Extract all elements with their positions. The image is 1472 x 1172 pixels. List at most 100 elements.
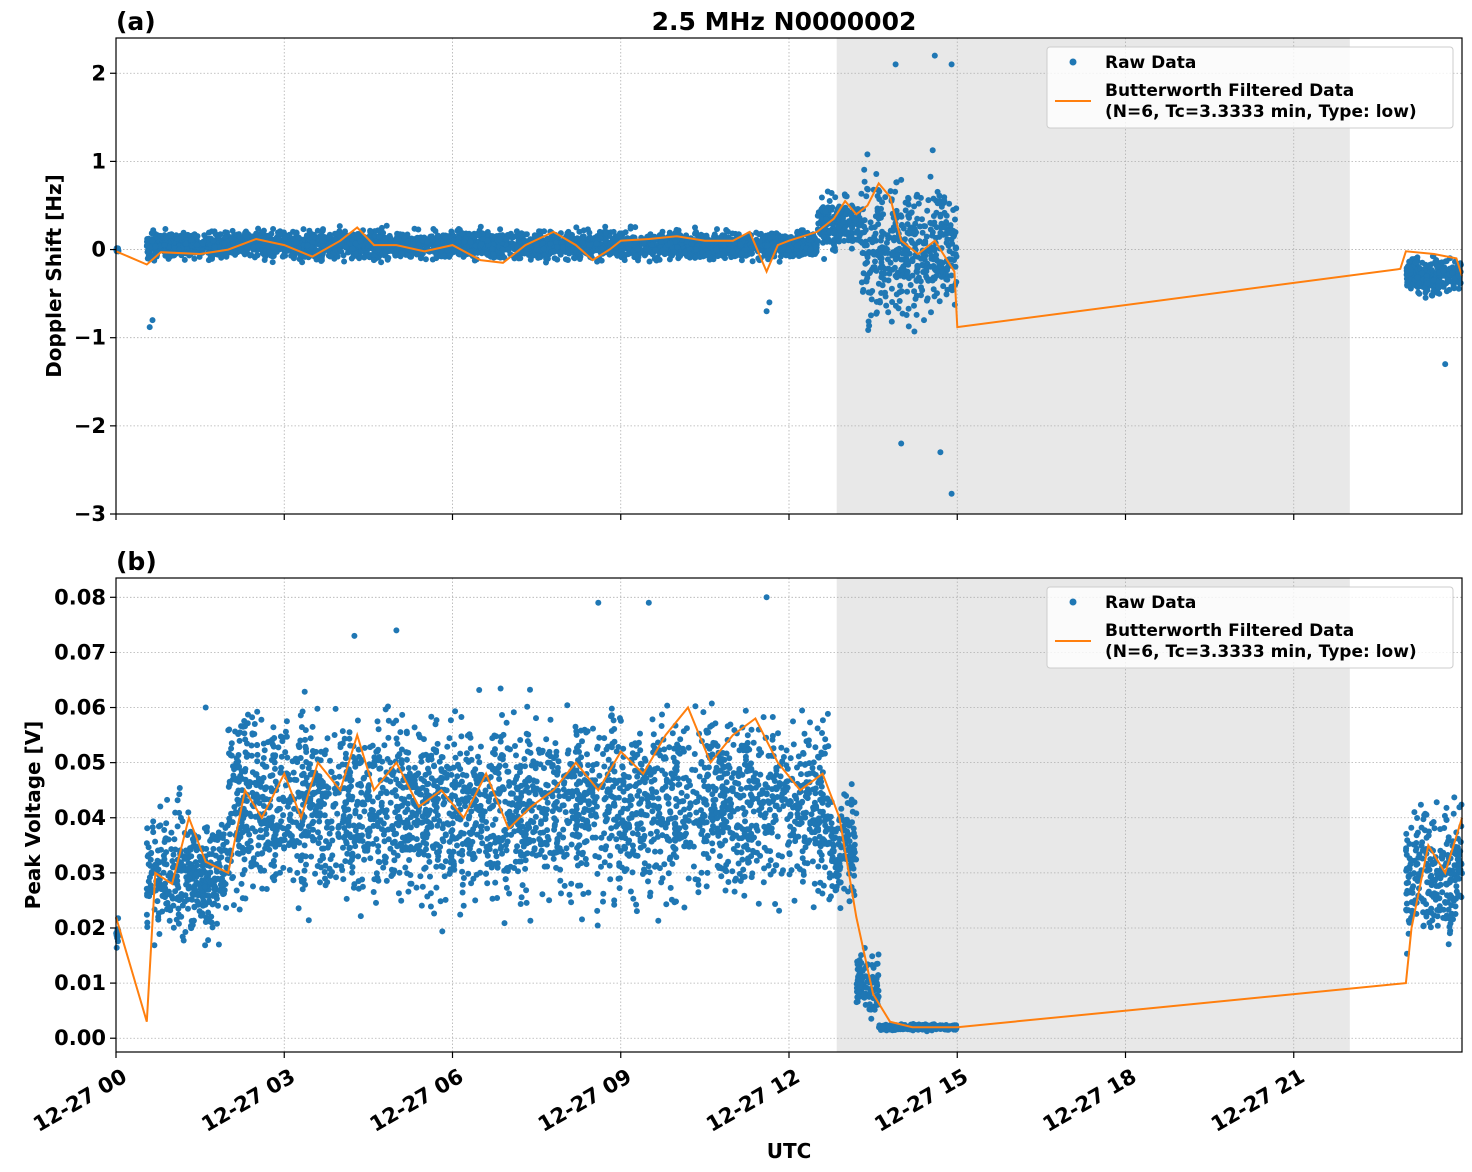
panel-b-raw-point [718, 873, 725, 880]
panel-a-raw-point [843, 193, 850, 200]
panel-b-raw-point [166, 917, 173, 924]
panel-a-raw-point [371, 228, 378, 235]
panel-a-raw-point [948, 490, 955, 497]
panel-a-raw-point [888, 285, 895, 292]
panel-a-raw-point [376, 234, 383, 240]
panel-b-raw-point [188, 853, 195, 860]
panel-a-raw-point [914, 215, 921, 222]
panel-b-raw-point [532, 813, 539, 820]
panel-a-raw-point [475, 232, 482, 239]
panel-b-raw-point [158, 846, 164, 853]
panel-a-raw-point [217, 231, 224, 238]
panel-b-raw-point [163, 820, 170, 827]
panel-a-raw-point [541, 228, 548, 235]
panel-a-raw-point [898, 288, 905, 295]
panel-b-raw-point [220, 831, 227, 838]
panel-a-raw-point [424, 239, 431, 245]
panel-a-raw-point [865, 327, 872, 333]
panel-a-raw-point [776, 258, 783, 265]
panel-a-raw-point [930, 195, 937, 202]
panel-b-raw-point [317, 834, 323, 841]
panel-a-raw-point [149, 237, 156, 244]
panel-a-raw-point [943, 276, 950, 283]
panel-b-raw-point [458, 714, 465, 720]
panel-a-raw-point [415, 235, 422, 241]
panel-a-raw-point [885, 277, 892, 284]
panel-b-raw-point [151, 942, 158, 949]
panel-a-raw-point [818, 194, 825, 201]
panel-a-raw-point [191, 255, 198, 262]
panel-a-raw-point [627, 223, 634, 230]
panel-a-raw-point [551, 255, 558, 262]
panel-a-raw-point [937, 449, 944, 456]
panel-a-legend-filtered-label: Butterworth Filtered Data [1105, 81, 1354, 101]
panel-a-raw-point [1416, 290, 1423, 297]
panel-a-raw-point [586, 229, 593, 236]
panel-a-raw-point [898, 222, 905, 229]
panel-a-raw-point [865, 289, 872, 296]
panel-a-raw-point [354, 231, 361, 237]
panel-a-raw-point [632, 224, 639, 231]
panel-a-raw-point [398, 250, 405, 257]
panel-a-raw-point [507, 231, 514, 238]
panel-a-y-tick-label: −2 [74, 414, 106, 438]
panel-b-raw-point [215, 902, 221, 909]
panel-a-raw-point [162, 226, 169, 232]
panel-a-raw-point [621, 257, 628, 264]
panel-b-raw-point [170, 924, 177, 931]
panel-b-raw-point [157, 803, 164, 810]
panel-b-raw-point [164, 899, 171, 906]
panel-a-raw-point [149, 317, 156, 324]
panel-a-raw-point [766, 299, 773, 306]
panel-a-raw-point [888, 318, 895, 325]
panel-b-raw-point [339, 728, 346, 735]
panel-a-raw-point [904, 288, 911, 295]
panel-b-raw-point [633, 901, 640, 908]
panel-a-raw-point [848, 234, 855, 241]
panel-a-raw-point [764, 242, 771, 249]
panel-b-raw-point [189, 896, 195, 903]
panel-a-raw-point [523, 231, 530, 238]
panel-b-raw-point [309, 723, 316, 730]
panel-b-raw-point [605, 756, 612, 763]
panel-a-raw-point [564, 257, 571, 263]
panel-a-raw-point [268, 230, 275, 237]
panel-a-raw-point [809, 251, 816, 258]
panel-a-raw-point [643, 246, 650, 253]
panel-a-raw-point [262, 253, 269, 260]
panel-a-raw-point [914, 269, 921, 275]
panel-b-raw-point [183, 881, 190, 888]
panel-b-raw-point [547, 716, 554, 723]
panel-a-raw-point [602, 237, 609, 244]
panel-a-raw-point [674, 244, 681, 251]
panel-a-raw-point [862, 260, 869, 267]
panel-a-raw-point [844, 207, 851, 214]
panel-a-raw-point [547, 241, 554, 247]
panel-a-raw-point [383, 222, 390, 229]
panel-a-raw-point [737, 241, 744, 248]
panel-a-raw-point [387, 235, 394, 242]
panel-a-raw-point [341, 258, 348, 265]
panel-b-raw-point [187, 875, 193, 882]
panel-b-raw-point [381, 742, 388, 749]
panel-b-raw-point [305, 917, 312, 924]
panel-b-raw-point [206, 918, 213, 925]
panel-a-raw-point [280, 252, 287, 259]
panel-a-raw-point [404, 238, 411, 245]
panel-b-raw-point [527, 686, 533, 693]
panel-a-raw-point [255, 225, 262, 232]
panel-b-raw-point [195, 892, 201, 899]
panel-a-raw-point [382, 235, 389, 242]
panel-a-raw-point [898, 266, 905, 273]
panel-a-raw-point [576, 256, 583, 262]
panel-b-raw-point [346, 729, 353, 736]
panel-b-raw-point [150, 818, 157, 825]
panel-b-raw-point [657, 848, 664, 855]
panel-a-raw-point [365, 242, 372, 249]
panel-a-raw-point [913, 311, 920, 318]
panel-b-raw-point [188, 918, 195, 924]
panel-a-raw-point [914, 263, 921, 270]
panel-b-raw-point [113, 944, 120, 951]
panel-b-raw-point [219, 889, 226, 896]
